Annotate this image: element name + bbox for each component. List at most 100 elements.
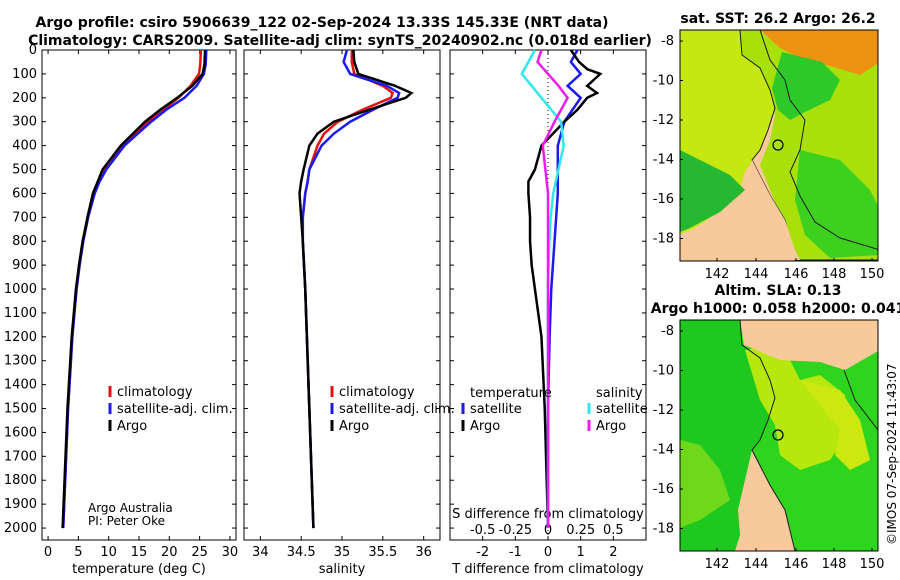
sla-map-title: Altim. SLA: 0.13 (714, 283, 841, 299)
y-tick-label: 1900 (4, 497, 37, 512)
y-tick-label: 1700 (4, 449, 37, 464)
x-tick-label: 35 (334, 545, 351, 560)
y-tick-label: 1600 (4, 425, 37, 440)
x-tick-label: 5 (74, 545, 82, 560)
sst-cool-patch-se (795, 150, 878, 258)
x-tick-label: 1 (577, 545, 585, 560)
y-tick-label: 1300 (4, 354, 37, 369)
x-tick-label: -2 (476, 545, 489, 560)
series-line-s-argo (536, 49, 570, 529)
legend-label: satellite-adj. clim. (339, 402, 455, 417)
legend-label: Argo (117, 419, 147, 434)
map-y-tick-label: -8 (661, 324, 674, 339)
map-x-tick-label: 150 (860, 557, 885, 572)
y-tick-label: 0 (29, 43, 37, 58)
y-tick-label: 1000 (4, 282, 37, 297)
legend-label: satellite (596, 402, 648, 417)
map-y-tick-label: -12 (653, 113, 674, 128)
y-tick-label: 900 (12, 258, 37, 273)
s-tick-label: -0.5 (470, 523, 495, 538)
map-y-tick-label: -18 (653, 232, 674, 247)
map-x-tick-label: 150 (860, 267, 885, 282)
map-x-tick-label: 142 (705, 557, 730, 572)
y-tick-label: 1800 (4, 473, 37, 488)
x-tick-label: 10 (100, 545, 117, 560)
panel-temperature: 0100200300400500600700800900100011001200… (4, 43, 238, 577)
x-tick-label: 34.5 (287, 545, 316, 560)
map-x-tick-label: 148 (822, 557, 847, 572)
map-y-tick-label: -14 (653, 153, 674, 168)
x-tick-label: 0 (44, 545, 52, 560)
legend-label: satellite (470, 402, 522, 417)
sst-cool-patch-sw (680, 150, 745, 232)
map-x-tick-label: 148 (822, 267, 847, 282)
sst-map-frame (679, 29, 879, 262)
map-y-tick-label: -16 (653, 192, 674, 207)
map-y-tick-label: -12 (653, 403, 674, 418)
series-line-black (61, 49, 207, 529)
legend-label: climatology (117, 385, 193, 400)
x-axis-label: salinity (319, 562, 366, 577)
x-tick-label: 2 (609, 545, 617, 560)
panel-difference: -2 -1 0 1 2 T difference from climatology -0.5… (449, 49, 648, 577)
panel-frame (41, 49, 237, 541)
sst-cool-patch (772, 52, 840, 120)
map-land-north (680, 320, 878, 370)
series-line-blue (301, 49, 401, 529)
y-tick-label: 600 (12, 186, 37, 201)
series-line-s-satellite (520, 49, 565, 529)
cape-york-land (735, 450, 795, 551)
x-tick-label: -1 (509, 545, 522, 560)
y-tick-label: 1200 (4, 330, 37, 345)
y-tick-label: 1500 (4, 402, 37, 417)
y-tick-label: 800 (12, 234, 37, 249)
y-tick-label: 400 (12, 139, 37, 154)
map-y-tick-label: -18 (653, 522, 674, 537)
x-axis-label: temperature (deg C) (72, 562, 206, 577)
y-tick-label: 700 (12, 210, 37, 225)
x-tick-label: 36 (415, 545, 432, 560)
sla-argo-marker (772, 429, 784, 441)
map-y-tick-label: -14 (653, 443, 674, 458)
legend-temperature-title: temperature (470, 386, 552, 401)
series-line-blue (61, 49, 208, 529)
figure-title-line2: Climatology: CARS2009. Satellite-adj cli… (28, 33, 652, 49)
legend-label: satellite-adj. clim. (117, 402, 233, 417)
sst-warm-region (760, 30, 878, 75)
y-tick-label: 200 (12, 91, 37, 106)
sla-map-frame (679, 319, 879, 552)
x-tick-label: 20 (161, 545, 178, 560)
legend-salinity-title: salinity (596, 386, 643, 401)
map-y-tick-label: -10 (653, 74, 674, 89)
y-tick-label: 1400 (4, 378, 37, 393)
sla-coastline (739, 320, 878, 551)
y-tick-label: 300 (12, 115, 37, 130)
panel-salinity: 34 34.5 35 35.5 36 salinity climatology satelli… (243, 49, 455, 577)
sst-map-title: sat. SST: 26.2 Argo: 26.2 (680, 11, 875, 27)
sst-map: sat. SST: 26.2 Argo: 26.2 142 144 146 148 15… (653, 11, 885, 282)
map-x-tick-label: 142 (705, 267, 730, 282)
sla-mid-region-w (680, 440, 730, 528)
y-tick-label: 1100 (4, 306, 37, 321)
cape-york-land (735, 160, 800, 260)
sla-high-region (745, 345, 850, 470)
panel-frame (243, 49, 441, 541)
s-tick-label: 0 (544, 523, 552, 538)
series-line-red (61, 49, 203, 529)
x-tick-label: 34 (252, 545, 269, 560)
s-tick-label: -0.25 (499, 523, 533, 538)
map-y-tick-label: -10 (653, 364, 674, 379)
map-x-tick-label: 146 (784, 267, 809, 282)
map-x-tick-label: 146 (784, 557, 809, 572)
y-tick-label: 2000 (4, 521, 37, 536)
series-line-t-argo (527, 49, 603, 529)
series-line-t-satellite (546, 49, 583, 529)
x-axis-label: T difference from climatology (451, 562, 644, 577)
series-line-red (301, 50, 395, 529)
sla-high-region-e (800, 380, 870, 470)
map-y-tick-label: -16 (653, 482, 674, 497)
map-x-tick-label: 144 (744, 267, 769, 282)
y-tick-label: 100 (12, 67, 37, 82)
legend-label: Argo (596, 419, 626, 434)
